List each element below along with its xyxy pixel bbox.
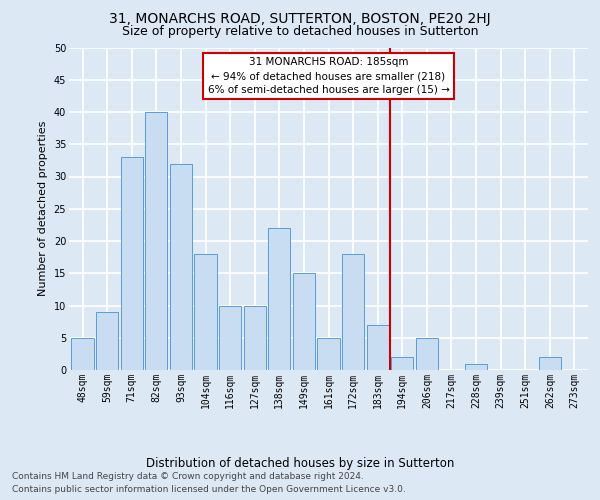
Bar <box>342 254 364 370</box>
Text: Contains public sector information licensed under the Open Government Licence v3: Contains public sector information licen… <box>12 485 406 494</box>
Text: 31, MONARCHS ROAD, SUTTERTON, BOSTON, PE20 2HJ: 31, MONARCHS ROAD, SUTTERTON, BOSTON, PE… <box>109 12 491 26</box>
Bar <box>121 157 143 370</box>
Bar <box>71 338 94 370</box>
Text: Size of property relative to detached houses in Sutterton: Size of property relative to detached ho… <box>122 25 478 38</box>
Bar <box>268 228 290 370</box>
Bar <box>293 273 315 370</box>
Bar <box>317 338 340 370</box>
Text: 31 MONARCHS ROAD: 185sqm
← 94% of detached houses are smaller (218)
6% of semi-d: 31 MONARCHS ROAD: 185sqm ← 94% of detach… <box>208 57 449 95</box>
Bar <box>539 357 561 370</box>
Text: Distribution of detached houses by size in Sutterton: Distribution of detached houses by size … <box>146 458 454 470</box>
Bar <box>465 364 487 370</box>
Y-axis label: Number of detached properties: Number of detached properties <box>38 121 48 296</box>
Bar <box>219 306 241 370</box>
Bar <box>416 338 438 370</box>
Bar <box>367 325 389 370</box>
Bar <box>391 357 413 370</box>
Bar <box>96 312 118 370</box>
Bar <box>194 254 217 370</box>
Text: Contains HM Land Registry data © Crown copyright and database right 2024.: Contains HM Land Registry data © Crown c… <box>12 472 364 481</box>
Bar <box>170 164 192 370</box>
Bar <box>244 306 266 370</box>
Bar <box>145 112 167 370</box>
